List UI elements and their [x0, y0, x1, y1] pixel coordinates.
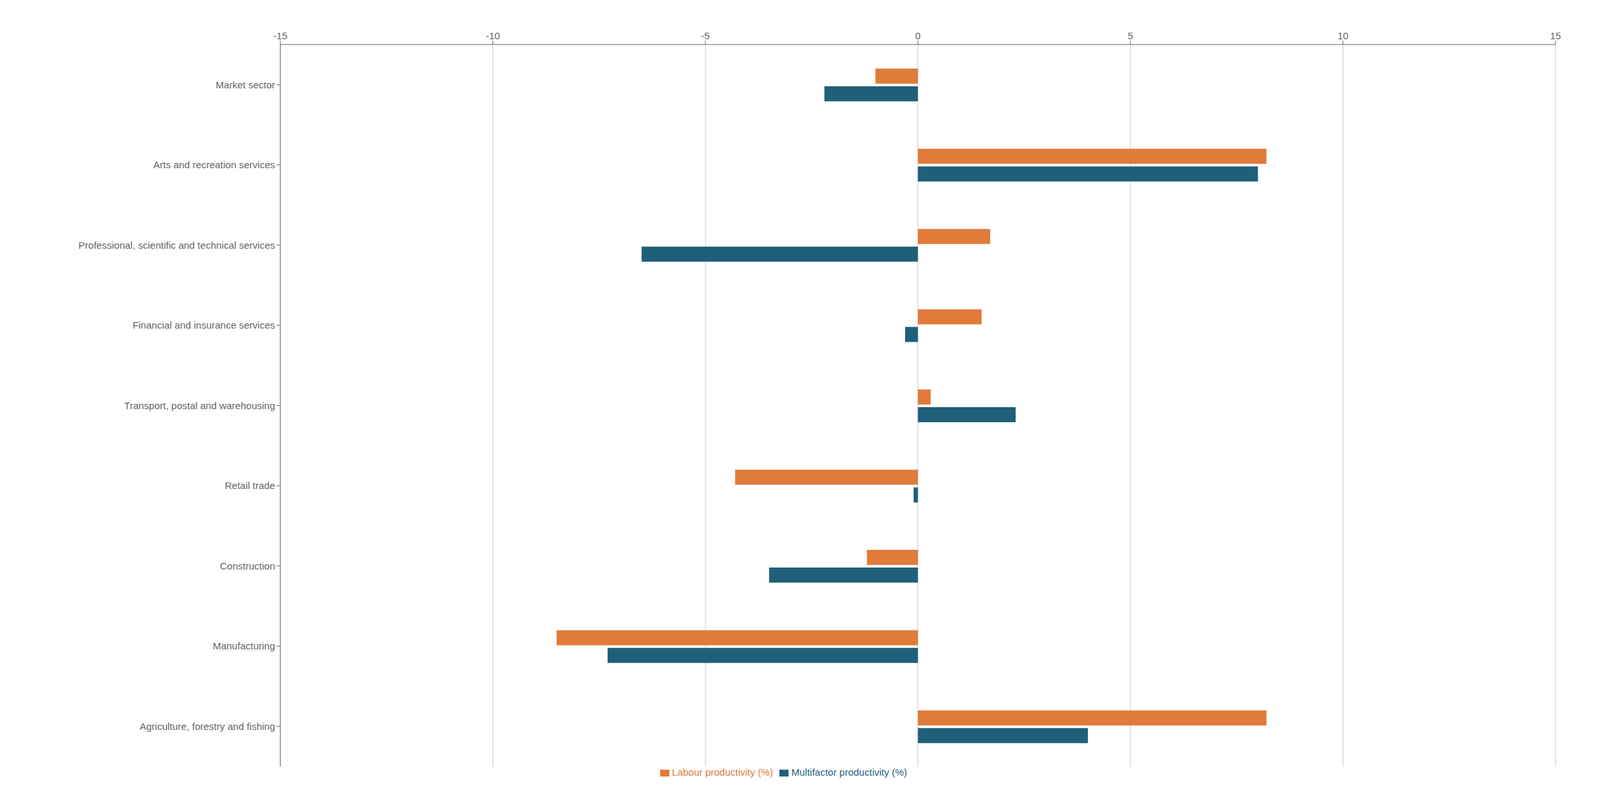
svg-text:Manufacturing: Manufacturing	[212, 640, 276, 652]
svg-text:0: 0	[914, 30, 921, 42]
html-text:Labour productivity (%): Labour productivity (%)	[671, 766, 774, 779]
svg-text:-5: -5	[700, 30, 710, 42]
svg-text:15: 15	[1550, 30, 1562, 42]
svg-text:Market sector: Market sector	[215, 79, 276, 91]
svg-text:Financial and insurance servic: Financial and insurance services	[132, 319, 276, 331]
svg-text:Arts and recreation services: Arts and recreation services	[153, 159, 276, 171]
svg-text:Construction: Construction	[220, 560, 276, 572]
svg-text:Professional, scientific and t: Professional, scientific and technical s…	[78, 239, 276, 251]
svg-text:Retail trade: Retail trade	[224, 480, 276, 492]
svg-text:Agriculture, forestry and fish: Agriculture, forestry and fishing	[139, 721, 276, 733]
svg-text:Transport, postal and warehous: Transport, postal and warehousing	[124, 400, 276, 412]
svg-text:10: 10	[1337, 30, 1349, 42]
svg-text:-10: -10	[485, 30, 501, 42]
svg-text:5: 5	[1127, 30, 1134, 42]
svg-text:-15: -15	[273, 30, 288, 42]
html-text:Multifactor productivity (%): Multifactor productivity (%)	[791, 766, 908, 779]
